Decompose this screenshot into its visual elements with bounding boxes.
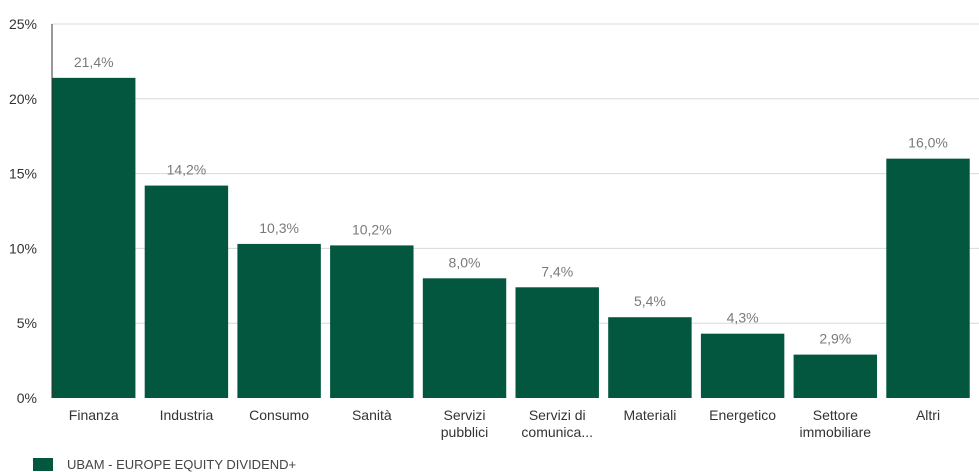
x-tick-label-line: Materiali: [623, 407, 676, 423]
y-tick-label: 15%: [9, 166, 37, 182]
x-tick-label: Consumo: [249, 407, 309, 423]
bar: [330, 245, 414, 398]
value-label: 10,2%: [352, 221, 392, 237]
value-label: 14,2%: [167, 162, 207, 178]
bar: [700, 333, 785, 398]
value-label: 8,0%: [449, 254, 481, 270]
bar: [793, 354, 878, 398]
y-tick-label: 5%: [17, 315, 37, 331]
x-tick-label-line: Sanità: [352, 407, 392, 423]
bar: [422, 278, 507, 398]
value-label: 5,4%: [634, 293, 666, 309]
x-tick-label: Industria: [160, 407, 214, 423]
legend-label: UBAM - EUROPE EQUITY DIVIDEND+: [67, 456, 297, 472]
y-tick-label: 0%: [17, 390, 37, 406]
value-labels: 21,4% 14,2% 10,3% 10,2% 8,0% 7,4% 5,4% 4,3% 2,9%…: [74, 54, 948, 347]
x-tick-label-line: pubblici: [441, 424, 488, 440]
value-label: 10,3%: [259, 220, 299, 236]
x-tick-label-line: immobiliare: [800, 424, 872, 440]
x-tick-label: Energetico: [709, 407, 776, 423]
bar: [608, 317, 692, 398]
y-tick-label: 20%: [9, 91, 37, 107]
legend: UBAM - EUROPE EQUITY DIVIDEND+: [33, 456, 296, 472]
x-tick-label: Servizi pubblici: [441, 407, 488, 440]
x-tick-label: Altri: [916, 407, 940, 423]
x-tick-label-line: Consumo: [249, 407, 309, 423]
value-label: 4,3%: [727, 310, 759, 326]
x-tick-label-line: Altri: [916, 407, 940, 423]
x-tick-label-line: Finanza: [69, 407, 119, 423]
y-axis-ticks: 0% 5% 10% 15% 20% 25%: [9, 16, 37, 406]
y-tick-label: 25%: [9, 16, 37, 32]
value-label: 2,9%: [819, 331, 851, 347]
x-tick-label: Materiali: [623, 407, 676, 423]
x-tick-label: Finanza: [69, 407, 119, 423]
x-tick-label: Sanità: [352, 407, 392, 423]
legend-swatch: [33, 457, 53, 471]
value-label: 7,4%: [541, 263, 573, 279]
y-tick-label: 10%: [9, 240, 37, 256]
bar: [237, 243, 321, 398]
x-tick-label-line: comunica...: [521, 424, 593, 440]
bars: [52, 77, 970, 398]
x-tick-label: Settore immobiliare: [800, 407, 872, 440]
bar: [886, 158, 970, 398]
x-tick-label-line: Energetico: [709, 407, 776, 423]
x-tick-label-line: Industria: [160, 407, 214, 423]
x-tick-label-line: Servizi: [444, 407, 486, 423]
x-tick-label: Servizi di comunica...: [521, 407, 593, 440]
value-label: 21,4%: [74, 54, 114, 70]
bar: [515, 287, 599, 398]
value-label: 16,0%: [908, 135, 948, 151]
bar: [144, 185, 229, 398]
bar: [52, 77, 136, 398]
x-tick-label-line: Servizi di: [529, 407, 586, 423]
x-tick-label-line: Settore: [813, 407, 858, 423]
x-axis-ticks: Finanza Industria Consumo Sanità Servizi pubb…: [69, 407, 940, 440]
